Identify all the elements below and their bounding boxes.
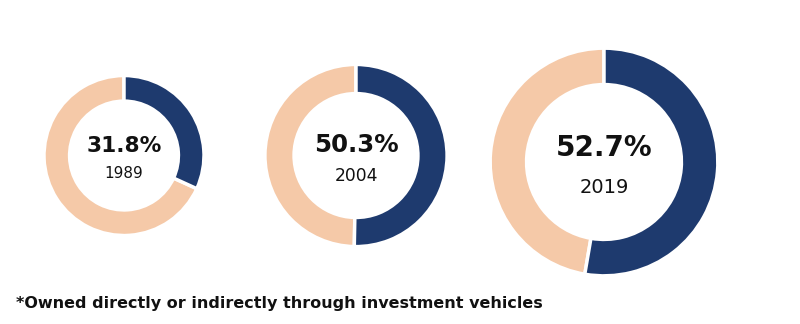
Wedge shape [585, 48, 718, 276]
Wedge shape [354, 64, 447, 247]
Text: 31.8%: 31.8% [86, 136, 162, 156]
Text: 50.3%: 50.3% [314, 133, 398, 156]
Text: 1989: 1989 [105, 166, 143, 180]
Text: 2004: 2004 [334, 167, 378, 185]
Text: 2019: 2019 [579, 178, 629, 197]
Wedge shape [44, 75, 197, 236]
Wedge shape [490, 48, 604, 274]
Text: *Owned directly or indirectly through investment vehicles: *Owned directly or indirectly through in… [16, 296, 542, 311]
Text: 52.7%: 52.7% [556, 134, 652, 162]
Wedge shape [124, 75, 204, 189]
Wedge shape [265, 64, 356, 247]
